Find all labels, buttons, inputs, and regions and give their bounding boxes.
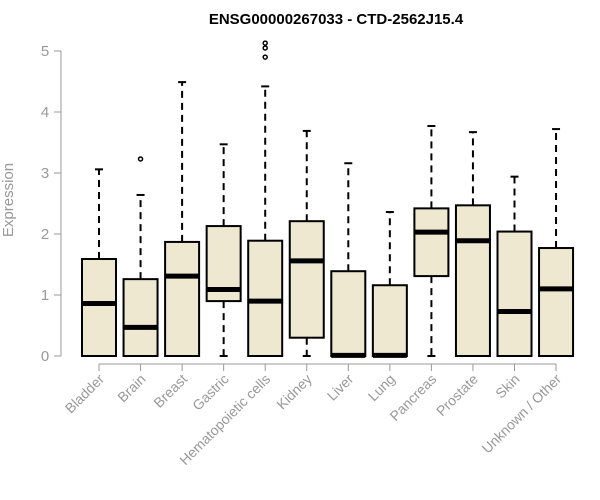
outlier-point — [262, 54, 268, 60]
box-body — [496, 230, 533, 357]
box-pancreas — [413, 125, 450, 357]
box-body — [454, 204, 491, 357]
box-gastric — [205, 143, 242, 357]
box-unknown-other — [538, 128, 575, 357]
box-bladder — [81, 168, 117, 358]
box-lung — [371, 211, 408, 358]
y-tick-label-1: 1 — [41, 287, 49, 304]
plot-area — [81, 40, 575, 358]
x-tick-label-kidney: Kidney — [273, 371, 315, 413]
y-axis: 0 1 2 3 4 5 — [41, 43, 62, 365]
y-tick-label-2: 2 — [41, 226, 49, 243]
box-prostate — [454, 131, 491, 357]
chart-title: ENSG00000267033 - CTD-2562J15.4 — [209, 11, 464, 28]
box-body — [413, 207, 450, 278]
x-tick-label-brain: Brain — [114, 371, 148, 405]
x-tick-label-bladder: Bladder — [62, 371, 108, 417]
y-tick-label-0: 0 — [41, 348, 49, 365]
box-liver — [330, 162, 367, 358]
y-axis-label: Expression — [0, 163, 17, 237]
box-brain — [122, 156, 159, 358]
box-body — [288, 220, 325, 339]
x-tick-label-prostate: Prostate — [433, 371, 481, 419]
box-body — [538, 247, 575, 357]
box-body — [164, 240, 201, 357]
x-tick-label-skin: Skin — [492, 371, 523, 402]
x-tick-label-unknown-other: Unknown / Other — [479, 371, 565, 457]
x-tick-label-breast: Breast — [150, 371, 190, 411]
box-hematopoietic-cells — [247, 40, 284, 358]
box-body — [371, 284, 408, 357]
x-tick-label-lung: Lung — [365, 371, 398, 404]
outlier-point — [137, 156, 144, 162]
box-body — [330, 270, 367, 357]
box-skin — [496, 175, 533, 357]
box-body — [247, 239, 284, 358]
box-body — [81, 258, 117, 358]
y-tick-label-5: 5 — [41, 43, 49, 60]
box-breast — [164, 81, 201, 357]
x-tick-label-liver: Liver — [324, 371, 357, 404]
outlier-point — [262, 45, 268, 51]
box-body — [122, 278, 159, 358]
box-kidney — [288, 129, 325, 357]
outlier-point — [262, 40, 268, 46]
y-tick-label-4: 4 — [41, 104, 49, 121]
y-tick-label-3: 3 — [41, 165, 49, 182]
